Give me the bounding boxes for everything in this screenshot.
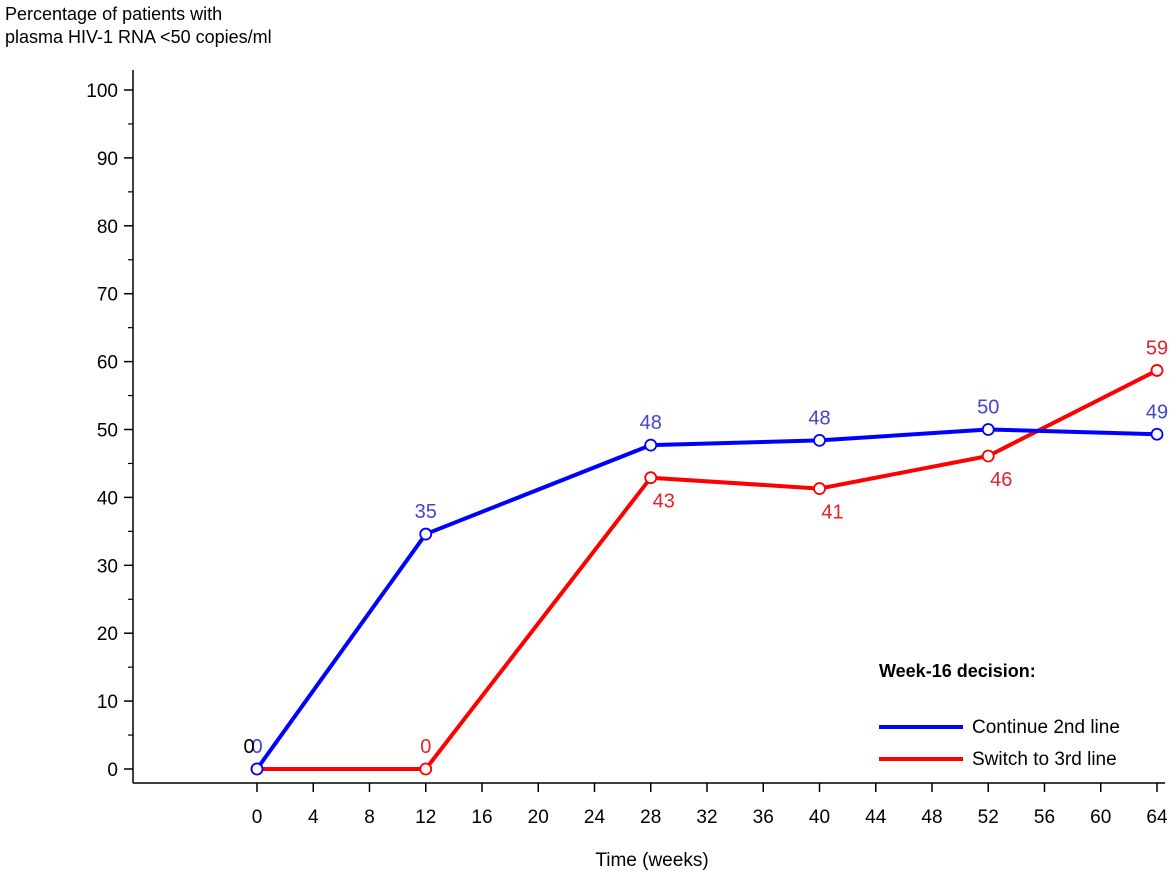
x-tick-label: 60 bbox=[1090, 807, 1111, 828]
data-label: 49 bbox=[1146, 401, 1168, 423]
data-point-marker bbox=[419, 762, 433, 776]
y-tick-label: 50 bbox=[97, 421, 118, 442]
x-tick-label: 4 bbox=[308, 807, 319, 828]
data-point-marker bbox=[1150, 364, 1164, 377]
y-tick-label: 0 bbox=[107, 760, 118, 781]
legend-label: Switch to 3rd line bbox=[972, 749, 1117, 770]
x-tick-label: 16 bbox=[471, 807, 492, 828]
y-tick-label: 10 bbox=[97, 692, 118, 713]
x-tick-label: 0 bbox=[252, 807, 263, 828]
data-label-origin: 0 bbox=[243, 736, 254, 758]
data-label: 48 bbox=[640, 412, 662, 434]
x-tick-label: 20 bbox=[528, 807, 549, 828]
x-tick-label: 12 bbox=[415, 807, 436, 828]
data-label: 41 bbox=[821, 502, 843, 524]
x-tick-label: 56 bbox=[1034, 807, 1055, 828]
x-tick-label: 48 bbox=[921, 807, 942, 828]
data-label: 46 bbox=[990, 469, 1012, 491]
x-axis-title: Time (weeks) bbox=[595, 850, 708, 871]
y-tick-label: 60 bbox=[97, 353, 118, 374]
y-axis-title: Percentage of patients with plasma HIV-1… bbox=[5, 3, 272, 49]
y-tick-label: 90 bbox=[97, 149, 118, 170]
data-label: 0 bbox=[251, 736, 262, 758]
x-tick-label: 8 bbox=[364, 807, 375, 828]
legend-label: Continue 2nd line bbox=[972, 717, 1120, 738]
data-point-marker bbox=[981, 449, 995, 463]
y-tick-label: 100 bbox=[86, 81, 118, 102]
data-label: 0 bbox=[420, 736, 431, 758]
data-point-marker bbox=[419, 527, 433, 541]
legend-title: Week-16 decision: bbox=[879, 661, 1036, 681]
x-tick-label: 28 bbox=[640, 807, 661, 828]
data-point-marker bbox=[250, 762, 264, 776]
data-point-marker bbox=[813, 433, 826, 447]
x-tick-label: 52 bbox=[978, 807, 999, 828]
data-label: 35 bbox=[415, 501, 437, 523]
x-tick-label: 40 bbox=[809, 807, 830, 828]
data-point-marker bbox=[1150, 427, 1164, 441]
data-point-marker bbox=[644, 471, 658, 485]
series-line bbox=[255, 427, 1158, 771]
data-point-marker bbox=[813, 482, 826, 495]
y-tick-label: 70 bbox=[97, 285, 118, 306]
y-axis-title-line-1: Percentage of patients with bbox=[5, 4, 223, 24]
y-tick-label: 40 bbox=[97, 488, 118, 509]
data-labels-layer: 0 35 48 48 50 49 0 43 41 46 59 0 bbox=[243, 337, 1168, 758]
x-tick-label: 44 bbox=[865, 807, 887, 828]
x-tick-label: 32 bbox=[696, 807, 717, 828]
data-point-marker bbox=[981, 423, 995, 436]
y-axis-title-line-2: plasma HIV-1 RNA <50 copies/ml bbox=[5, 27, 272, 47]
data-label: 50 bbox=[977, 397, 999, 419]
y-tick-label: 30 bbox=[97, 556, 118, 577]
data-label: 48 bbox=[808, 407, 830, 429]
y-tick-label: 20 bbox=[97, 624, 118, 645]
x-tick-label: 24 bbox=[584, 807, 606, 828]
y-tick-label: 80 bbox=[97, 217, 118, 238]
x-tick-label: 36 bbox=[753, 807, 774, 828]
data-point-marker bbox=[644, 438, 658, 452]
series-line bbox=[257, 368, 1158, 771]
x-tick-label: 64 bbox=[1146, 807, 1168, 828]
legend: Week-16 decision: Continue 2nd line Switch… bbox=[879, 661, 1120, 770]
data-label: 43 bbox=[653, 491, 675, 513]
data-label: 59 bbox=[1146, 337, 1168, 359]
series-layer bbox=[250, 364, 1164, 776]
